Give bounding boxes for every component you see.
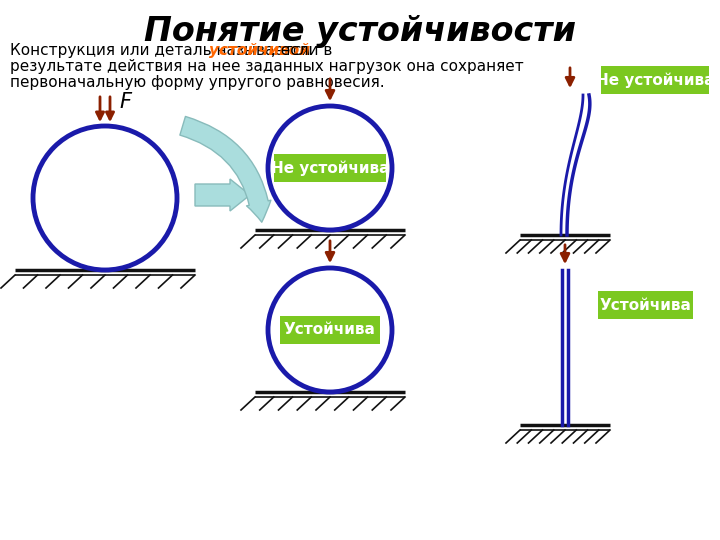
Text: Устойчива: Устойчива	[284, 322, 376, 338]
Text: результате действия на нее заданных нагрузок она сохраняет: результате действия на нее заданных нагр…	[10, 59, 523, 74]
Text: первоначальную форму упругого равновесия.: первоначальную форму упругого равновесия…	[10, 75, 384, 90]
Text: Не устойчива: Не устойчива	[271, 160, 390, 176]
FancyArrow shape	[195, 179, 250, 211]
Text: устойчивой: устойчивой	[209, 43, 310, 58]
Text: , если в: , если в	[271, 43, 332, 58]
FancyBboxPatch shape	[280, 316, 380, 344]
FancyArrowPatch shape	[180, 117, 271, 222]
FancyBboxPatch shape	[274, 154, 386, 182]
Text: Конструкция или деталь называется: Конструкция или деталь называется	[10, 43, 315, 58]
Text: Понятие устойчивости: Понятие устойчивости	[144, 15, 576, 48]
FancyBboxPatch shape	[601, 66, 709, 94]
Text: F: F	[119, 92, 131, 112]
Text: Устойчива: Устойчива	[599, 298, 691, 313]
FancyBboxPatch shape	[598, 291, 693, 319]
Text: Не устойчива: Не устойчива	[595, 72, 714, 87]
